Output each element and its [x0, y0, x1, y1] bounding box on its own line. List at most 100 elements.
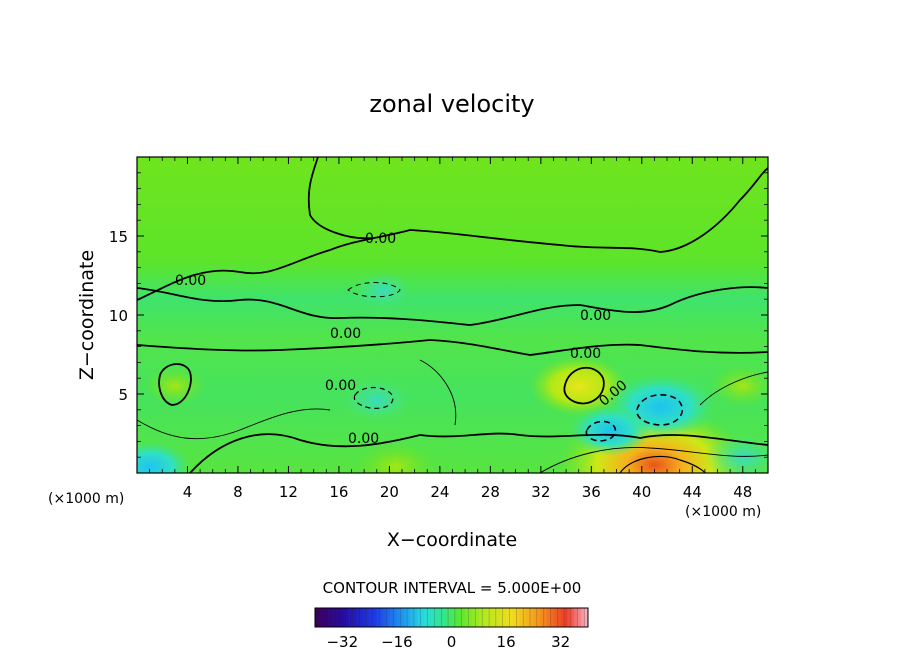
colorbar-cell — [332, 608, 336, 627]
colorbar-cell — [396, 608, 401, 627]
contour-zero-lower — [137, 339, 768, 356]
contour-thin-2 — [539, 447, 768, 473]
contour-zero-mid — [137, 286, 768, 326]
field-extremum — [709, 365, 768, 408]
colorbar-cell — [547, 608, 551, 627]
chart-title: zonal velocity — [369, 90, 534, 118]
colorbar-cell — [478, 608, 483, 627]
colorbar-cell — [417, 608, 422, 627]
colorbar-cell — [492, 608, 497, 627]
colorbar-cell — [437, 608, 442, 627]
x-tick-label: 48 — [733, 483, 752, 501]
colorbar-cell — [502, 608, 507, 627]
contour-label: 0.00 — [365, 231, 396, 247]
contour-label: 0.00 — [325, 378, 356, 394]
contour-neg-upper — [347, 282, 401, 298]
contour-lines — [137, 157, 768, 473]
colorbar-cell — [567, 608, 572, 627]
x-axis-label: X−coordinate — [387, 529, 517, 551]
x-tick-label: 40 — [632, 483, 651, 501]
field-extremum — [137, 441, 192, 473]
contour-zero-top — [307, 157, 373, 240]
x-tick-label: 20 — [380, 483, 399, 501]
contour-pos-left — [158, 363, 192, 406]
colorbar-cell — [434, 608, 439, 627]
contour-label: 0.00 — [330, 326, 361, 342]
colorbar-tick-label: 0 — [447, 633, 457, 651]
colorbar-cell — [485, 608, 490, 627]
colorbar-cell — [403, 608, 408, 627]
y-tick-label: 5 — [118, 386, 128, 404]
colorbar-cell — [420, 608, 425, 627]
x-tick-label: 24 — [430, 483, 449, 501]
colorbar-cell — [424, 608, 428, 627]
colorbar-cell — [557, 608, 561, 627]
colorbar-tick-label: 16 — [497, 633, 516, 651]
contour-label: 0.00 — [570, 346, 601, 362]
colorbar-cell — [543, 608, 548, 627]
x-unit-right: (×1000 m) — [685, 504, 761, 520]
colorbar-cell — [536, 608, 541, 627]
contour-pos-blob — [563, 367, 605, 405]
contour-neg-mid — [353, 386, 394, 409]
plot-area: 0.00 0.00 0.00 0.00 0.00 0.00 0.00 0.00 — [137, 157, 768, 473]
colorbar-cell — [560, 608, 565, 627]
field-features — [137, 271, 768, 473]
colorbar-cell — [529, 608, 534, 627]
contour-thin-3 — [699, 371, 768, 406]
colorbar-cell — [355, 608, 360, 627]
colorbar-cell — [506, 608, 510, 627]
colorbar-cell — [540, 608, 544, 627]
colorbar-cell — [366, 608, 370, 627]
colorbar-cell — [550, 608, 555, 627]
x-tick-label: 16 — [329, 483, 348, 501]
colorbar-tick-label: 32 — [551, 633, 570, 651]
colorbar-cell — [533, 608, 538, 627]
field-extremum — [529, 356, 628, 417]
colorbar — [314, 607, 589, 628]
colorbar-cell — [328, 608, 333, 627]
colorbar-cell — [444, 608, 449, 627]
y-axis-label: Z−coordinate — [76, 250, 98, 380]
x-unit-left: (×1000 m) — [48, 491, 124, 507]
colorbar-cell — [526, 608, 531, 627]
colorbar-cell — [512, 608, 517, 627]
colorbar-cell — [325, 608, 329, 627]
colorbar-cell — [574, 608, 579, 627]
x-tick-label: 12 — [279, 483, 298, 501]
colorbar-cell — [431, 608, 435, 627]
colorbar-cell — [451, 608, 456, 627]
colorbar-cell — [390, 608, 394, 627]
y-tick-label: 10 — [109, 307, 128, 325]
field-extremum — [356, 442, 435, 473]
contour-label: 0.00 — [580, 308, 611, 324]
colorbar-cell — [386, 608, 391, 627]
colorbar-cell — [448, 608, 452, 627]
colorbar-cell — [495, 608, 500, 627]
colorbar-cell — [499, 608, 503, 627]
colorbar-cell — [383, 608, 387, 627]
colorbar-cell — [359, 608, 364, 627]
colorbar-cell — [379, 608, 384, 627]
field-extremum — [143, 366, 206, 406]
colorbar-cell — [570, 608, 575, 627]
x-tick-label: 44 — [683, 483, 702, 501]
colorbar-cell — [519, 608, 524, 627]
colorbar-cell — [577, 608, 582, 627]
colorbar-ticks: −32 −16 0 16 32 — [326, 633, 570, 651]
contour-zero-bottom — [189, 432, 768, 473]
colorbar-cell — [410, 608, 415, 627]
colorbar-cell — [321, 608, 326, 627]
contour-zero-upper — [137, 167, 768, 301]
colorbar-frame — [314, 607, 589, 628]
colorbar-cell — [441, 608, 445, 627]
field-extremum — [354, 271, 412, 308]
contour-label: 0.00 — [175, 273, 206, 289]
colorbar-cell — [553, 608, 558, 627]
colorbar-cell — [345, 608, 350, 627]
colorbar-cell — [352, 608, 357, 627]
contour-neg-small — [585, 420, 617, 442]
colorbar-cell — [413, 608, 418, 627]
colorbar-cell — [338, 608, 343, 627]
